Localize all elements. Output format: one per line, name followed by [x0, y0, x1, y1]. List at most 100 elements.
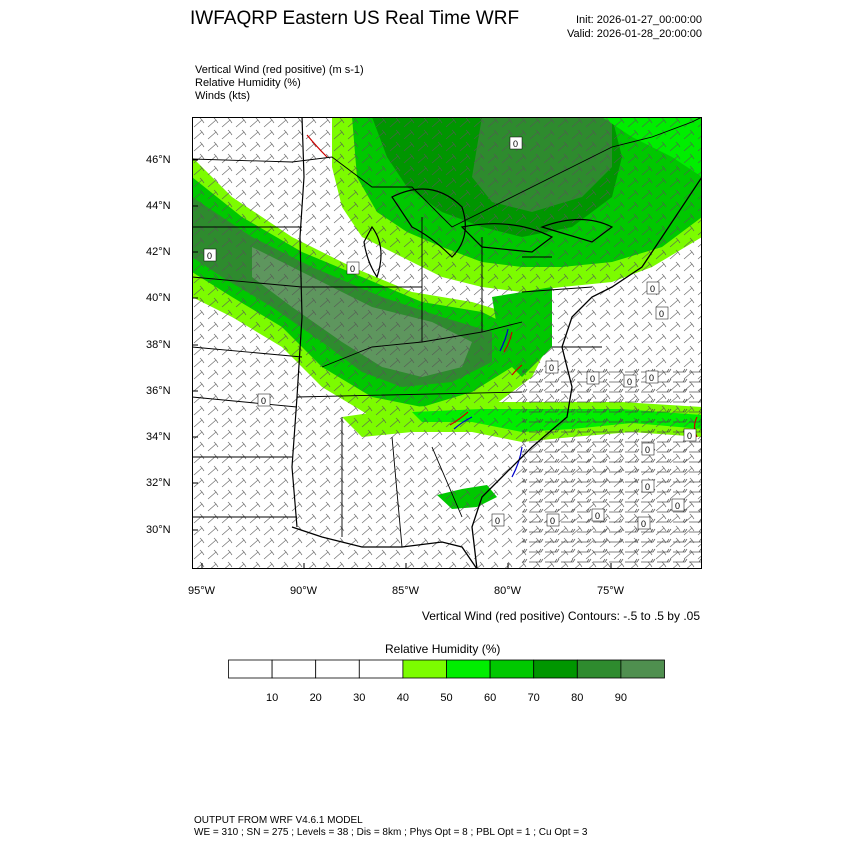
lat-label: 36°N	[146, 385, 171, 397]
east-coast	[471, 176, 702, 569]
colorbar-cell	[620, 659, 665, 679]
variable-vertical-wind: Vertical Wind (red positive) (m s-1)	[195, 64, 364, 76]
lat-label: 44°N	[146, 200, 171, 212]
wind-barbs-ocean	[522, 367, 702, 569]
lon-label: 85°W	[392, 585, 420, 597]
contour-label: 0	[203, 248, 217, 262]
svg-text:0: 0	[687, 431, 692, 441]
colorbar-title: Relative Humidity (%)	[385, 642, 501, 656]
init-time: Init: 2026-01-27_00:00:00	[576, 14, 702, 26]
contour-label: 0	[671, 498, 685, 512]
svg-text:0: 0	[207, 251, 212, 261]
lat-label: 32°N	[146, 477, 171, 489]
variable-winds: Winds (kts)	[195, 90, 250, 102]
contour-label: 0	[346, 261, 360, 275]
contour-note: Vertical Wind (red positive) Contours: -…	[421, 609, 700, 623]
contour-label: 0	[591, 508, 605, 522]
contour-label: 0	[257, 393, 271, 407]
contour-label: 0	[655, 306, 669, 320]
humidity-colorbar: 10 20 30 40 50 60 70 80 90	[228, 659, 665, 704]
colorbar-cell	[271, 659, 317, 679]
lon-label: 90°W	[290, 585, 318, 597]
contour-label: 0	[545, 360, 559, 374]
mississippi-river	[291, 117, 305, 528]
contour-label: 0	[546, 513, 560, 527]
svg-text:0: 0	[495, 516, 500, 526]
map-frame	[192, 117, 702, 569]
svg-text:0: 0	[645, 445, 650, 455]
colorbar-tick-label: 70	[528, 692, 540, 704]
svg-text:0: 0	[550, 516, 555, 526]
init-valid-times: Init: 2026-01-27_00:00:00 Valid: 2026-01…	[567, 13, 702, 41]
contour-label: 0	[491, 513, 505, 527]
state-line-1	[192, 226, 303, 518]
svg-text:0: 0	[595, 511, 600, 521]
svg-text:0: 0	[590, 374, 595, 384]
colorbar-cell	[489, 659, 535, 679]
contour-label: 0	[623, 374, 637, 388]
colorbar-tick-label: 10	[266, 692, 278, 704]
colorbar-tick-label: 20	[310, 692, 322, 704]
svg-text:0: 0	[350, 264, 355, 274]
colorbar-cell	[358, 659, 404, 679]
svg-text:0: 0	[641, 519, 646, 529]
lon-label: 75°W	[597, 585, 625, 597]
wrf-map-panel: 0 0 0 0 0 0 0 0 0 0 0 0 0 0 0 0 0 0	[192, 117, 702, 569]
footer-config-line: WE = 310 ; SN = 275 ; Levels = 38 ; Dis …	[194, 827, 588, 838]
colorbar-tick-label: 30	[353, 692, 365, 704]
colorbar-tick-label: 40	[397, 692, 409, 704]
contour-label: 0	[586, 371, 600, 385]
contour-label: 0	[641, 479, 655, 493]
lat-label: 34°N	[146, 431, 171, 443]
colorbar-cell	[315, 659, 360, 679]
lat-label: 46°N	[146, 154, 171, 166]
colorbar-cell	[576, 659, 622, 679]
great-lakes	[363, 188, 614, 279]
contour-label: 0	[641, 442, 655, 456]
valid-time: Valid: 2026-01-28_20:00:00	[567, 28, 702, 40]
svg-text:0: 0	[645, 482, 650, 492]
colorbar-cell	[446, 659, 491, 679]
colorbar-cell	[533, 659, 578, 679]
state-line-2	[296, 286, 523, 548]
lat-label: 40°N	[146, 292, 171, 304]
svg-text:0: 0	[549, 363, 554, 373]
colorbar-ticks: 10 20 30 40 50 60 70 80 90	[266, 692, 627, 704]
colorbar-cell	[228, 659, 273, 679]
svg-text:0: 0	[649, 373, 654, 383]
gulf-coast	[291, 526, 478, 569]
svg-text:0: 0	[261, 396, 266, 406]
contour-label: 0	[645, 370, 659, 384]
lon-label: 95°W	[188, 585, 216, 597]
colorbar-cells	[228, 659, 665, 679]
plot-title: IWFAQRP Eastern US Real Time WRF	[190, 8, 520, 29]
svg-text:0: 0	[675, 501, 680, 511]
lat-label: 38°N	[146, 339, 171, 351]
variable-list: Vertical Wind (red positive) (m s-1) Rel…	[195, 64, 364, 103]
contour-label: 0	[509, 136, 523, 150]
svg-text:0: 0	[513, 139, 518, 149]
lat-label: 30°N	[146, 524, 171, 536]
colorbar-tick-label: 60	[484, 692, 496, 704]
axis-ticks	[192, 159, 612, 569]
contour-label: 0	[683, 428, 697, 442]
svg-text:0: 0	[650, 284, 655, 294]
variable-relative-humidity: Relative Humidity (%)	[195, 77, 301, 89]
contour-labels: 0 0 0 0 0 0 0 0 0 0 0 0 0 0 0 0 0 0	[203, 136, 697, 530]
svg-text:0: 0	[627, 377, 632, 387]
canada-border	[192, 117, 702, 228]
lat-label: 42°N	[146, 246, 171, 258]
model-footer: OUTPUT FROM WRF V4.6.1 MODEL WE = 310 ; …	[194, 815, 587, 839]
contour-label: 0	[637, 516, 651, 530]
colorbar-tick-label: 80	[571, 692, 583, 704]
footer-model-line: OUTPUT FROM WRF V4.6.1 MODEL	[194, 815, 363, 826]
colorbar-tick-label: 50	[440, 692, 452, 704]
state-line-3	[421, 217, 602, 348]
contour-label: 0	[646, 281, 660, 295]
lon-label: 80°W	[494, 585, 522, 597]
colorbar-tick-label: 90	[615, 692, 627, 704]
vertical-wind-contours	[306, 134, 698, 478]
svg-text:0: 0	[659, 309, 664, 319]
political-boundaries	[192, 117, 702, 569]
colorbar-cell	[402, 659, 447, 679]
